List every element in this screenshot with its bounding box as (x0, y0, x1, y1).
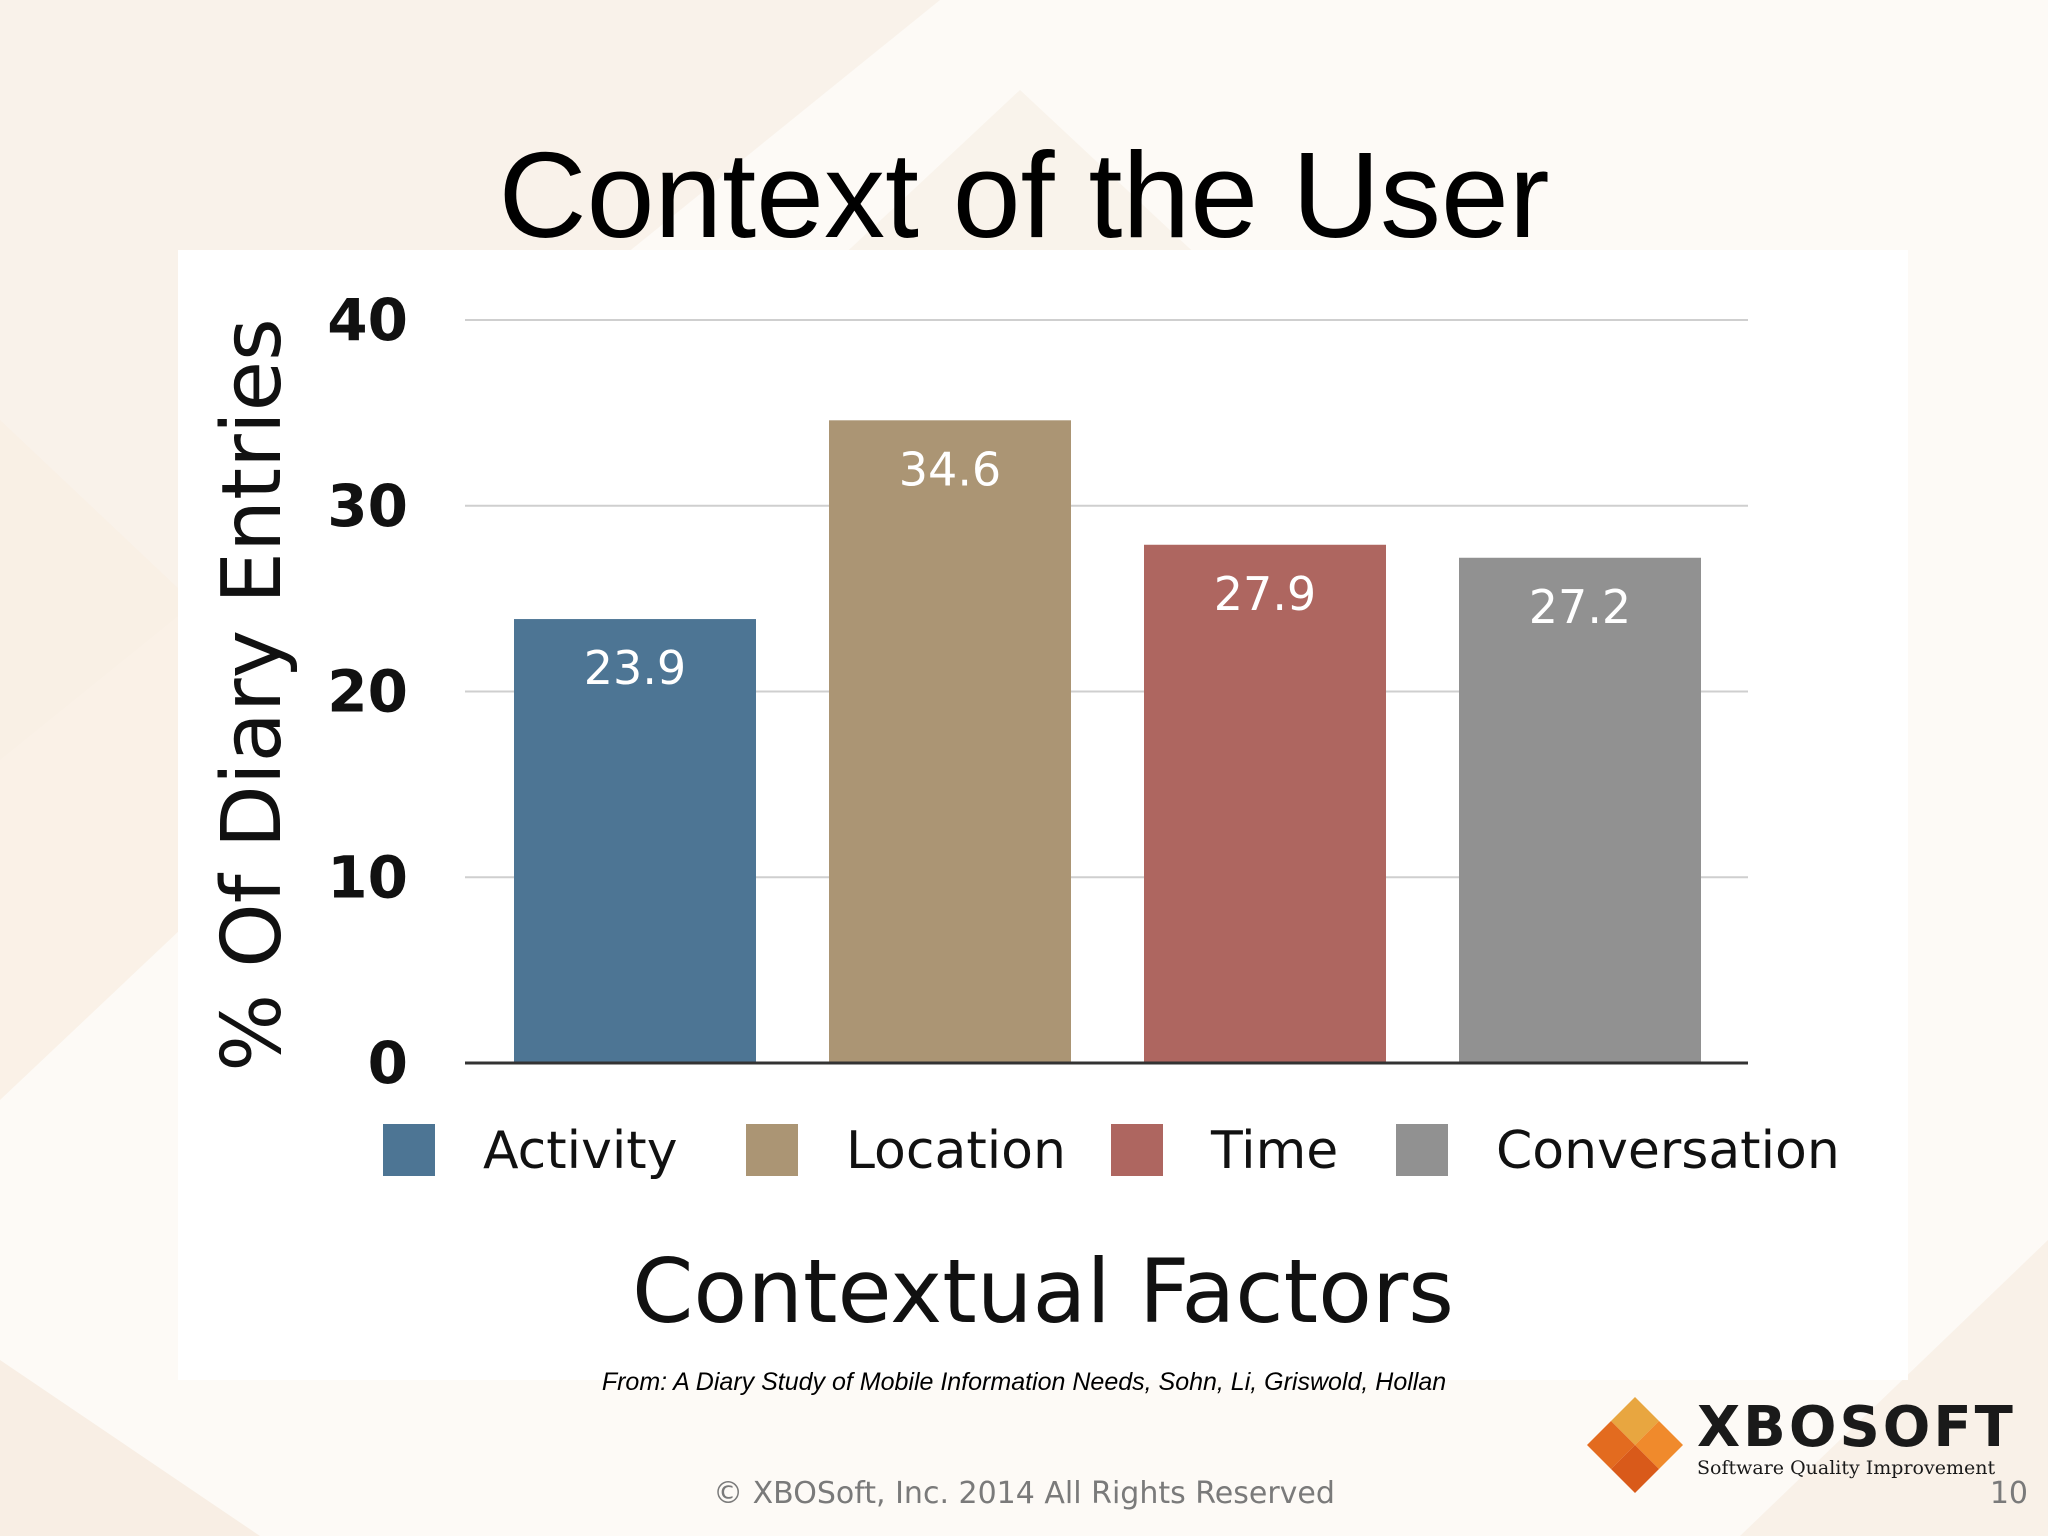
bar-value-label: 34.6 (899, 442, 1001, 496)
legend-label: Activity (483, 1121, 677, 1181)
legend-swatch (1396, 1124, 1448, 1176)
y-tick-label: 20 (327, 658, 408, 726)
slide-title: Context of the User (498, 127, 1550, 263)
y-axis-title: % Of Diary Entries (205, 318, 300, 1072)
legend-swatch (746, 1124, 798, 1176)
y-tick-label: 30 (327, 472, 408, 540)
legend-label: Conversation (1496, 1121, 1840, 1181)
logo-diamond-bottom (1611, 1445, 1659, 1493)
bar (829, 420, 1071, 1063)
legend-label: Time (1210, 1121, 1338, 1181)
bar (1459, 557, 1701, 1063)
legend-label: Location (846, 1121, 1066, 1181)
chart-panel: 0 10 20 30 40 23.9 34.6 27.9 27.2 Activity Locatio… (178, 250, 1908, 1380)
bar-value-label: 27.2 (1529, 580, 1631, 634)
logo-tagline: Software Quality Improvement (1697, 1457, 1996, 1479)
logo-mark-icon (1587, 1397, 1683, 1493)
y-tick-label: 0 (368, 1029, 408, 1097)
bar (1144, 544, 1386, 1063)
source-caption: From: A Diary Study of Mobile Informatio… (601, 1368, 1447, 1396)
bar-chart: 0 10 20 30 40 23.9 34.6 27.9 27.2 Activity Locatio… (205, 286, 1840, 1343)
bar-value-label: 23.9 (584, 641, 686, 695)
y-tick-label: 40 (327, 286, 408, 354)
legend-swatch (1111, 1124, 1163, 1176)
brand-logo: XBOSOFT Software Quality Improvement (1585, 1395, 2013, 1495)
logo-name: XBOSOFT (1697, 1395, 2016, 1460)
bar-value-label: 27.9 (1214, 567, 1316, 621)
legend-swatch (383, 1124, 435, 1176)
page-number: 10 (1989, 1476, 2028, 1511)
footer-copyright: © XBOSoft, Inc. 2014 All Rights Reserved (713, 1476, 1335, 1511)
y-tick-label: 10 (327, 843, 408, 911)
x-axis-title: Contextual Factors (632, 1240, 1454, 1343)
bar (514, 619, 756, 1063)
